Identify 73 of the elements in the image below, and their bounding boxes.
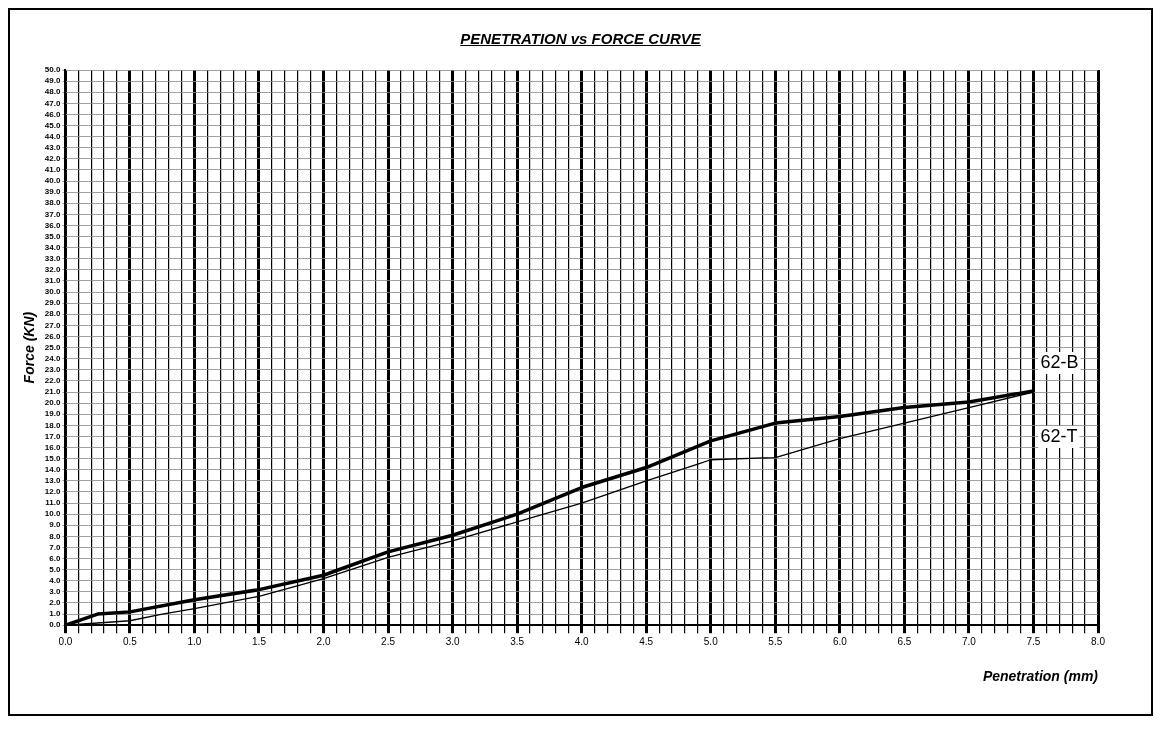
y-tick-label: 26.0 xyxy=(44,331,61,341)
y-tick-label: 30.0 xyxy=(44,287,61,297)
y-tick-label: 14.0 xyxy=(44,464,61,474)
y-tick-label: 4.0 xyxy=(49,575,61,585)
y-tick-label: 1.0 xyxy=(49,609,61,619)
y-tick-label: 2.0 xyxy=(49,598,61,608)
y-tick-label: 20.0 xyxy=(44,398,61,408)
y-tick-label: 44.0 xyxy=(44,131,61,141)
y-tick-label: 10.0 xyxy=(44,509,61,519)
y-tick-label: 21.0 xyxy=(44,387,61,397)
y-tick-label: 41.0 xyxy=(44,165,61,175)
y-tick-label: 25.0 xyxy=(44,342,61,352)
y-tick-label: 23.0 xyxy=(44,365,61,375)
y-tick-label: 29.0 xyxy=(44,298,61,308)
y-tick-label: 45.0 xyxy=(44,120,61,130)
y-tick-label: 32.0 xyxy=(44,265,61,275)
y-tick-label: 6.0 xyxy=(49,553,61,563)
y-tick-label: 34.0 xyxy=(44,242,61,252)
y-tick-label: 49.0 xyxy=(44,76,61,86)
y-tick-label: 35.0 xyxy=(44,231,61,241)
y-tick-label: 11.0 xyxy=(45,498,61,508)
x-tick-label: 7.0 xyxy=(961,635,977,647)
y-tick-label: 27.0 xyxy=(44,320,61,330)
series-label: 62-T xyxy=(1040,425,1078,446)
y-tick-label: 15.0 xyxy=(44,453,61,463)
y-tick-label: 19.0 xyxy=(44,409,61,419)
y-tick-label: 13.0 xyxy=(44,476,61,486)
y-tick-label: 28.0 xyxy=(44,309,61,319)
y-tick-label: 43.0 xyxy=(44,142,61,152)
y-tick-label: 47.0 xyxy=(44,98,61,108)
y-tick-label: 16.0 xyxy=(44,442,61,452)
x-axis-title: Penetration (mm) xyxy=(982,668,1099,685)
x-tick-label: 3.0 xyxy=(445,635,460,647)
x-tick-label: 5.5 xyxy=(768,635,783,647)
x-tick-label: 6.5 xyxy=(897,635,912,647)
x-tick-label: 5.0 xyxy=(703,635,719,647)
x-tick-label: 8.0 xyxy=(1091,635,1106,647)
x-tick-label: 1.5 xyxy=(252,635,267,647)
y-tick-label: 5.0 xyxy=(49,564,61,574)
y-tick-label: 0.0 xyxy=(49,620,61,630)
x-tick-label: 2.5 xyxy=(381,635,396,647)
y-tick-label: 40.0 xyxy=(44,176,61,186)
y-tick-label: 8.0 xyxy=(49,531,61,541)
x-tick-label: 4.5 xyxy=(639,635,654,647)
x-tick-label: 7.5 xyxy=(1026,635,1041,647)
y-axis-title: Force (KN) xyxy=(21,311,38,384)
y-tick-label: 17.0 xyxy=(44,431,61,441)
y-tick-label: 36.0 xyxy=(44,220,61,230)
x-tick-label: 0.5 xyxy=(122,635,138,647)
y-tick-label: 9.0 xyxy=(49,520,61,530)
y-tick-label: 48.0 xyxy=(44,87,61,97)
y-tick-label: 42.0 xyxy=(44,154,61,164)
y-tick-label: 3.0 xyxy=(49,587,61,597)
chart-title: PENETRATION vs FORCE CURVE xyxy=(459,29,702,49)
y-tick-label: 39.0 xyxy=(44,187,61,197)
y-tick-label: 22.0 xyxy=(44,376,61,386)
x-tick-label: 3.5 xyxy=(510,635,525,647)
x-tick-label: 4.0 xyxy=(574,635,590,647)
y-tick-label: 50.0 xyxy=(44,65,61,75)
y-tick-label: 24.0 xyxy=(44,353,61,363)
y-tick-label: 38.0 xyxy=(44,198,61,208)
y-tick-label: 33.0 xyxy=(44,253,61,263)
y-tick-label: 31.0 xyxy=(44,276,61,286)
y-tick-label: 7.0 xyxy=(49,542,61,552)
y-tick-label: 18.0 xyxy=(44,420,61,430)
y-tick-label: 12.0 xyxy=(44,487,61,497)
x-tick-label: 2.0 xyxy=(316,635,331,647)
series-label: 62-B xyxy=(1040,351,1079,372)
x-tick-label: 6.0 xyxy=(832,635,848,647)
x-tick-label: 1.0 xyxy=(187,635,202,647)
x-tick-label: 0.0 xyxy=(58,635,73,647)
y-tick-label: 46.0 xyxy=(44,109,61,119)
y-tick-label: 37.0 xyxy=(44,209,61,219)
